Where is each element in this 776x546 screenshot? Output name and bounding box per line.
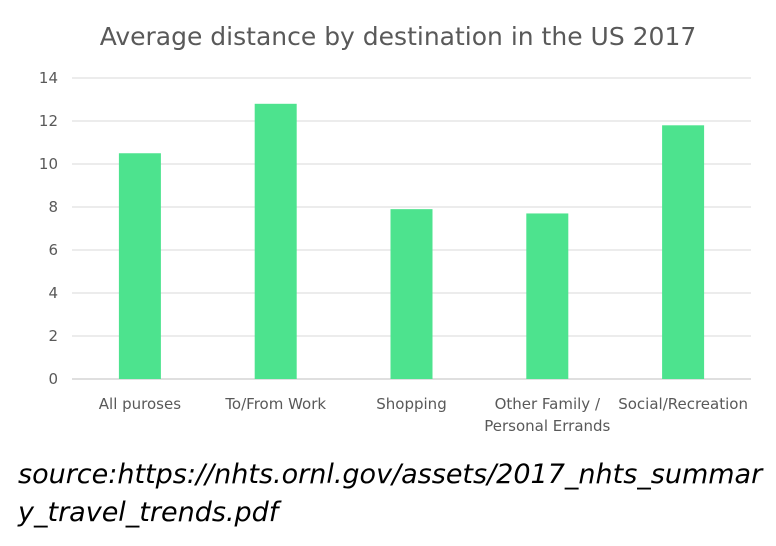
y-tick-label: 8 [48,198,58,216]
bars [118,103,705,380]
chart-title: Average distance by destination in the U… [100,22,697,51]
x-category-label-line: Personal Errands [484,417,610,435]
y-axis-ticks: 0 2 4 6 8 10 12 14 [39,69,58,388]
x-category-label: Shopping [376,395,446,413]
x-category-label: To/From Work [224,395,326,413]
x-category-label-line: Shopping [376,395,446,413]
y-tick-label: 4 [48,284,58,302]
x-category-label-line: Other Family / [495,395,601,413]
y-tick-label: 12 [39,112,58,130]
x-axis-labels: All puroses To/From Work Shopping Other Fam… [99,395,748,435]
bar [254,103,297,380]
x-category-label: All puroses [99,395,181,413]
x-category-label-line: To/From Work [224,395,326,413]
x-category-label-line: All puroses [99,395,181,413]
x-category-label-line: Social/Recreation [618,395,748,413]
bar [390,209,433,379]
bar [662,125,705,379]
y-tick-label: 14 [39,69,58,87]
source-caption: source:https://nhts.ornl.gov/assets/2017… [18,459,763,528]
bar [526,213,569,379]
y-tick-label: 6 [48,241,58,259]
bar [118,153,161,379]
x-category-label: Other Family / Personal Errands [484,395,610,435]
y-tick-label: 0 [48,370,58,388]
x-category-label: Social/Recreation [618,395,748,413]
bar-chart: Average distance by destination in the U… [39,22,751,435]
y-tick-label: 2 [48,327,58,345]
y-tick-label: 10 [39,155,58,173]
